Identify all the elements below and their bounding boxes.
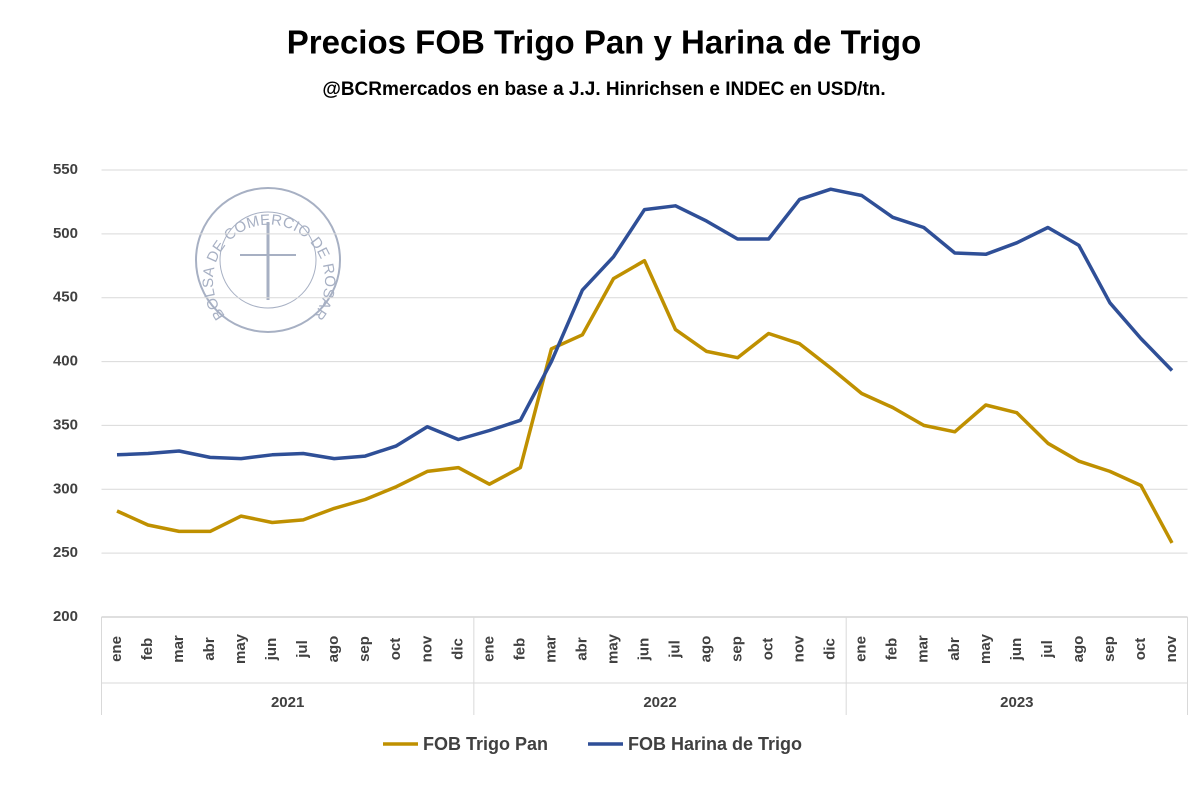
x-tick-label: nov (791, 635, 808, 662)
x-tick-label: dic (822, 638, 839, 660)
x-tick-label: sep (1101, 636, 1118, 662)
x-tick-label: ene (853, 636, 870, 662)
y-tick-label: 300 (53, 480, 78, 497)
x-tick-label: jul (1039, 640, 1056, 659)
x-tick-label: may (604, 633, 621, 664)
x-tick-label: abr (201, 637, 218, 661)
x-tick-label: jul (666, 640, 683, 659)
y-tick-label: 350 (53, 416, 78, 433)
y-tick-label: 400 (53, 353, 78, 370)
x-tick-label: may (977, 633, 994, 664)
x-tick-label: oct (1132, 638, 1149, 661)
group-label: 2023 (1000, 694, 1033, 711)
chart-subtitle: @BCRmercados en base a J.J. Hinrichsen e… (322, 79, 885, 100)
x-tick-label: nov (1163, 635, 1180, 662)
x-tick-label: oct (760, 638, 777, 661)
x-tick-label: dic (449, 638, 466, 660)
legend-label: FOB Harina de Trigo (628, 734, 802, 754)
x-tick-label: mar (542, 635, 559, 663)
y-tick-label: 250 (53, 544, 78, 561)
x-tick-label: jul (294, 640, 311, 659)
x-tick-label: abr (573, 637, 590, 661)
logo-ring (195, 187, 341, 333)
x-tick-label: oct (387, 638, 404, 661)
series-line (116, 187, 1174, 461)
x-tick-label: ago (698, 636, 715, 663)
y-tick-label: 550 (53, 161, 78, 178)
x-tick-label: may (232, 633, 249, 664)
x-tick-label: sep (356, 636, 373, 662)
x-tick-label: mar (915, 635, 932, 663)
y-tick-label: 200 (53, 608, 78, 625)
x-tick-label: feb (884, 638, 901, 661)
x-tick-label: mar (170, 635, 187, 663)
x-tick-label: abr (946, 637, 963, 661)
x-tick-label: ene (108, 636, 125, 662)
x-tick-label: ago (325, 636, 342, 663)
chart-title: Precios FOB Trigo Pan y Harina de Trigo (287, 24, 922, 61)
logo-inner-ring (219, 211, 317, 309)
group-label: 2022 (643, 694, 676, 711)
x-tick-label: jun (263, 638, 280, 662)
group-label: 2021 (271, 694, 304, 711)
x-tick-label: nov (418, 635, 435, 662)
x-tick-label: ago (1070, 636, 1087, 663)
x-tick-label: feb (511, 638, 528, 661)
series-line (116, 258, 1174, 544)
x-tick-label: jun (635, 638, 652, 662)
x-tick-label: sep (729, 636, 746, 662)
x-tick-label: jun (1008, 638, 1025, 662)
legend-label: FOB Trigo Pan (423, 734, 548, 754)
x-tick-label: ene (480, 636, 497, 662)
y-tick-label: 500 (53, 225, 78, 242)
y-tick-label: 450 (53, 289, 78, 306)
x-tick-label: feb (139, 638, 156, 661)
